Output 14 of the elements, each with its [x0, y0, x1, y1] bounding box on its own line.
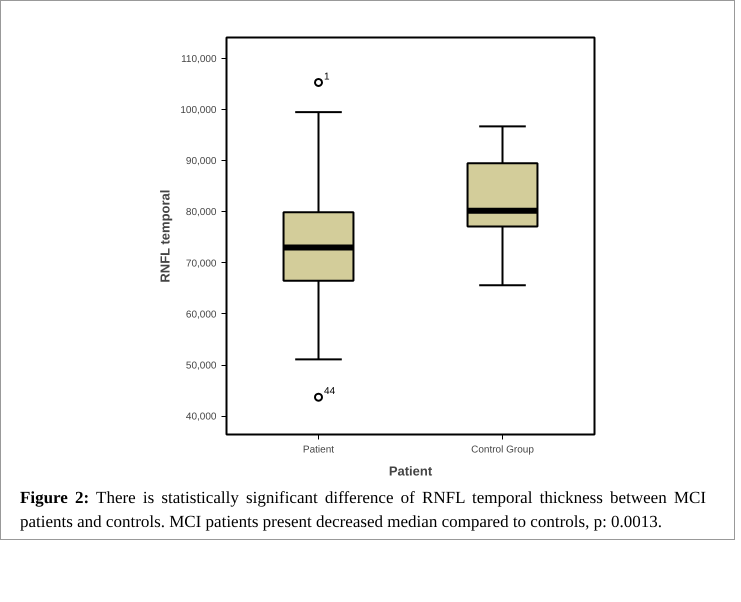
y-tick-label: 40,000	[186, 412, 217, 423]
caption: Figure 2: There is statistically significant difference of RNFL temporal thickness between MCI patients and controls. MCI patients present decreased median compared to controls, p: 0.0013.	[19, 487, 706, 533]
annotation: 1	[324, 71, 330, 82]
y-axis-title: RNFL temporal	[157, 190, 172, 283]
x-axis-title: Patient	[388, 464, 433, 478]
annotation: 44	[324, 386, 336, 398]
y-tick-label: 110,000	[181, 54, 217, 65]
y-tick-label: 60,000	[186, 309, 217, 320]
x-tick-label: Control Group	[471, 444, 534, 456]
y-tick-label: 70,000	[186, 258, 217, 270]
y-tick-label: 100,000	[180, 105, 217, 116]
y-tick-label: 50,000	[186, 360, 217, 372]
y-tick-label: 80,000	[186, 207, 217, 218]
y-tick-label: 90,000	[186, 156, 217, 168]
